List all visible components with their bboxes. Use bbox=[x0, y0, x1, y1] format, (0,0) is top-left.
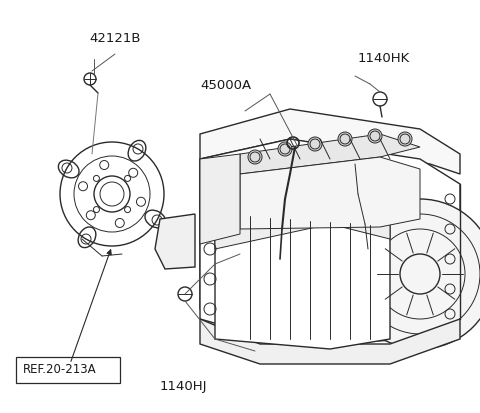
Circle shape bbox=[345, 199, 480, 349]
Text: 42121B: 42121B bbox=[89, 32, 141, 45]
Polygon shape bbox=[240, 135, 420, 175]
Polygon shape bbox=[200, 154, 240, 244]
Text: 45000A: 45000A bbox=[200, 79, 251, 92]
Polygon shape bbox=[200, 140, 460, 344]
Polygon shape bbox=[200, 319, 460, 364]
Circle shape bbox=[248, 151, 262, 165]
Text: 1140HJ: 1140HJ bbox=[160, 379, 207, 392]
Polygon shape bbox=[215, 209, 390, 249]
Polygon shape bbox=[200, 110, 460, 175]
Circle shape bbox=[308, 138, 322, 152]
Circle shape bbox=[373, 93, 387, 107]
Circle shape bbox=[84, 74, 96, 86]
Circle shape bbox=[368, 130, 382, 144]
Polygon shape bbox=[200, 159, 250, 344]
Circle shape bbox=[278, 142, 292, 157]
Circle shape bbox=[398, 133, 412, 147]
Circle shape bbox=[338, 133, 352, 147]
Polygon shape bbox=[215, 209, 390, 349]
Text: REF.20-213A: REF.20-213A bbox=[23, 362, 96, 375]
Text: 1140HK: 1140HK bbox=[358, 52, 410, 65]
Polygon shape bbox=[240, 158, 420, 230]
Circle shape bbox=[178, 287, 192, 301]
Polygon shape bbox=[155, 214, 195, 269]
